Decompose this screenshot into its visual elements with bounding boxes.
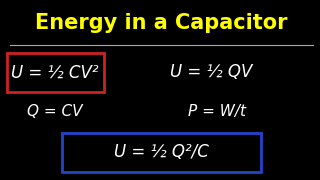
Text: U = ½ QV: U = ½ QV [170,63,252,81]
Text: Q = CV: Q = CV [27,104,83,119]
Text: U = ½ CV²: U = ½ CV² [11,63,99,81]
Text: Energy in a Capacitor: Energy in a Capacitor [35,13,288,33]
Text: P = W/t: P = W/t [188,104,246,119]
Text: U = ½ Q²/C: U = ½ Q²/C [114,143,209,161]
